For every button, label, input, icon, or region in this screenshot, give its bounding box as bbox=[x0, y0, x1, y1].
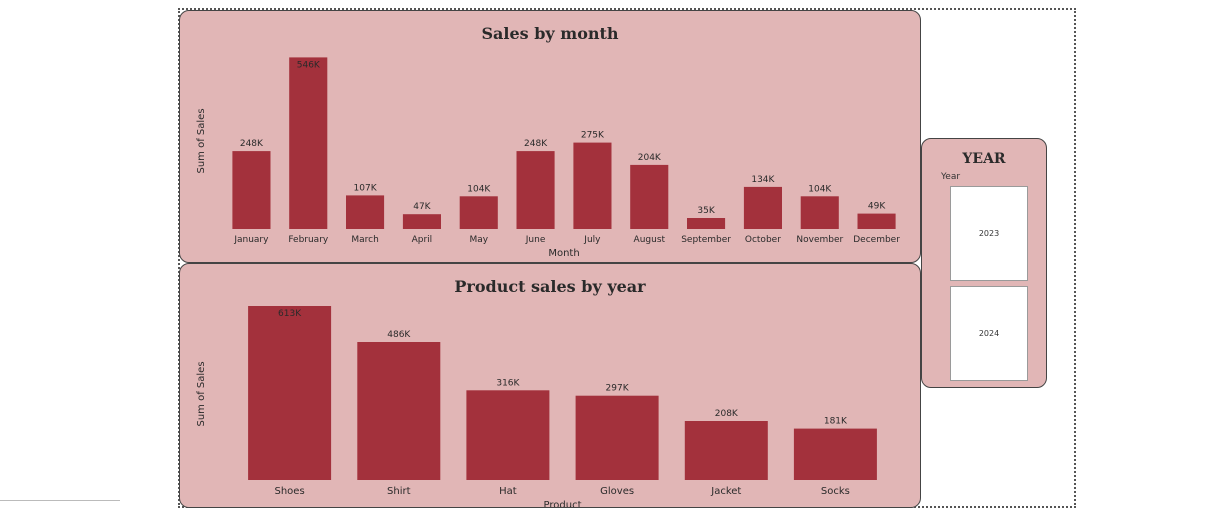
data-label-october: 134K bbox=[751, 175, 775, 185]
data-label-may: 104K bbox=[467, 184, 491, 194]
bar-july bbox=[573, 142, 612, 229]
data-label-february: 546K bbox=[297, 60, 321, 70]
x-tick-september: September bbox=[681, 235, 731, 245]
data-label-gloves: 297K bbox=[606, 384, 630, 394]
data-label-april: 47K bbox=[413, 202, 431, 212]
bar-august bbox=[630, 164, 669, 229]
x-tick-march: March bbox=[351, 235, 378, 245]
bar-february bbox=[289, 57, 328, 230]
x-tick-jacket: Jacket bbox=[710, 486, 741, 497]
sales-by-month-title: Sales by month bbox=[481, 24, 619, 43]
data-label-shoes: 613K bbox=[278, 309, 302, 319]
bar-socks bbox=[793, 428, 877, 480]
sales-by-month-chart: Sum of Sales 248K January 546K February 107K M… bbox=[196, 57, 900, 259]
x-tick-socks: Socks bbox=[821, 486, 850, 497]
sales-by-month-card[interactable]: Sales by month Sum of Sales 248K January 54… bbox=[179, 10, 921, 263]
data-label-september: 35K bbox=[697, 206, 715, 216]
data-label-jacket: 208K bbox=[715, 409, 739, 419]
product-sales-card[interactable]: Product sales by year Sum of Sales 613K Sh… bbox=[179, 263, 921, 508]
x-tick-december: December bbox=[853, 235, 900, 245]
slicer-option-2023[interactable]: 2023 bbox=[950, 186, 1028, 281]
x-tick-august: August bbox=[634, 235, 666, 245]
product-sales-chart: Sum of Sales 613K Shoes 486K Shirt 316K Hat 297… bbox=[196, 306, 877, 508]
bar-shirt bbox=[357, 342, 441, 480]
data-label-socks: 181K bbox=[824, 417, 848, 427]
x-tick-june: June bbox=[525, 235, 546, 245]
bar-december bbox=[857, 213, 896, 229]
data-label-august: 204K bbox=[638, 153, 662, 163]
bar-march bbox=[346, 195, 385, 229]
data-label-november: 104K bbox=[808, 184, 832, 194]
bar-june bbox=[516, 151, 555, 229]
y-axis-label: Sum of Sales bbox=[196, 108, 207, 173]
slicer-option-2024[interactable]: 2024 bbox=[950, 286, 1028, 381]
data-label-july: 275K bbox=[581, 131, 605, 141]
product-sales-title: Product sales by year bbox=[454, 277, 646, 296]
x-tick-shirt: Shirt bbox=[387, 486, 411, 497]
bar-gloves bbox=[575, 395, 659, 480]
x-axis-label: Product bbox=[544, 500, 582, 508]
data-label-march: 107K bbox=[354, 183, 378, 193]
bar-shoes bbox=[248, 306, 332, 480]
bar-january bbox=[232, 151, 271, 229]
bar-september bbox=[687, 218, 726, 229]
x-tick-april: April bbox=[412, 235, 433, 245]
data-label-shirt: 486K bbox=[387, 330, 411, 340]
x-tick-october: October bbox=[745, 235, 781, 245]
bar-november bbox=[800, 196, 839, 229]
data-label-december: 49K bbox=[868, 202, 886, 212]
x-tick-hat: Hat bbox=[499, 486, 517, 497]
bar-jacket bbox=[684, 421, 768, 480]
data-label-january: 248K bbox=[240, 139, 264, 149]
bar-april bbox=[402, 214, 441, 229]
slicer-title: YEAR bbox=[962, 151, 1006, 167]
y-axis-label: Sum of Sales bbox=[196, 361, 207, 426]
year-slicer[interactable]: YEAR Year 2023 2024 bbox=[921, 138, 1047, 388]
x-axis-label: Month bbox=[548, 248, 579, 259]
data-label-hat: 316K bbox=[496, 378, 520, 388]
x-tick-may: May bbox=[469, 235, 488, 245]
bar-october bbox=[743, 186, 782, 229]
x-tick-january: January bbox=[233, 235, 269, 245]
x-tick-gloves: Gloves bbox=[600, 486, 634, 497]
bar-hat bbox=[466, 390, 550, 480]
bar-may bbox=[459, 196, 498, 229]
x-tick-november: November bbox=[796, 235, 843, 245]
bottom-divider bbox=[0, 500, 120, 501]
x-tick-shoes: Shoes bbox=[275, 486, 305, 497]
data-label-june: 248K bbox=[524, 139, 548, 149]
x-tick-february: February bbox=[288, 235, 329, 245]
slicer-field-label: Year bbox=[941, 172, 961, 182]
x-tick-july: July bbox=[583, 235, 601, 245]
